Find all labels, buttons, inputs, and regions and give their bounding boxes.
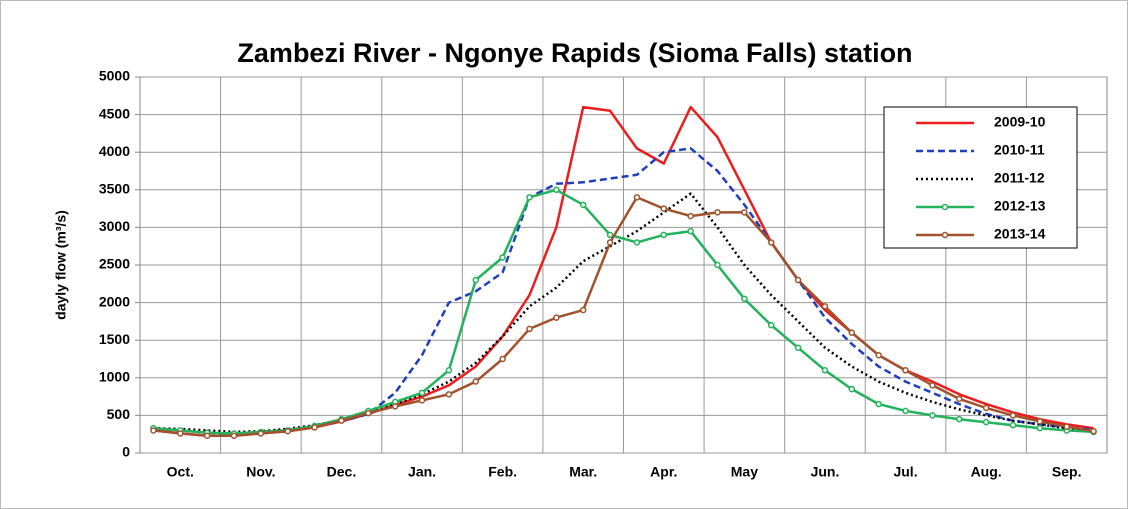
series-marker	[365, 409, 372, 417]
series-marker	[794, 276, 802, 284]
x-tick-label: Oct.	[167, 464, 194, 480]
series-marker	[472, 276, 480, 284]
series-marker	[660, 205, 668, 212]
y-tick-label: 3000	[99, 218, 130, 234]
series-marker	[472, 378, 480, 385]
series-marker	[767, 239, 775, 246]
series-marker	[660, 231, 668, 239]
series-marker	[391, 403, 399, 410]
legend-label: 2013-14	[994, 226, 1046, 242]
series-marker	[714, 209, 721, 216]
legend-marker	[941, 231, 949, 239]
series-marker	[445, 367, 453, 374]
series-marker	[767, 321, 775, 329]
series-marker	[956, 415, 963, 423]
series-marker	[875, 351, 882, 359]
x-tick-label: Dec.	[327, 464, 357, 480]
series-marker	[1009, 412, 1017, 419]
series-line	[153, 196, 1094, 437]
series-line	[153, 188, 1094, 435]
series-marker	[418, 397, 426, 404]
series-marker	[875, 400, 882, 408]
y-tick-label: 4000	[99, 143, 130, 159]
x-tick-label: Jan.	[408, 464, 436, 480]
legend-marker	[941, 203, 949, 211]
series-marker	[1090, 427, 1097, 435]
legend-label: 2009-10	[994, 114, 1046, 130]
series-marker	[741, 295, 748, 303]
legend-label: 2011-12	[994, 170, 1045, 186]
series-marker	[821, 303, 829, 310]
series-marker	[956, 395, 963, 403]
legend-label: 2010-11	[994, 142, 1045, 158]
x-tick-label: Feb.	[488, 464, 517, 480]
series-marker	[982, 404, 990, 412]
series-marker	[150, 427, 157, 434]
y-tick-label: 1500	[99, 331, 130, 347]
series-marker	[579, 306, 587, 314]
series-marker	[177, 430, 184, 437]
series-marker	[553, 186, 560, 194]
x-tick-label: Sep.	[1052, 464, 1082, 480]
series-marker	[848, 385, 856, 393]
x-tick-label: Jun.	[811, 464, 840, 480]
y-tick-label: 500	[107, 406, 131, 422]
y-tick-label: 0	[122, 444, 130, 460]
x-tick-label: Mar.	[569, 464, 597, 480]
series-marker	[687, 212, 694, 220]
series-marker	[982, 418, 990, 426]
series-marker	[929, 412, 936, 419]
x-tick-label: May	[731, 464, 758, 480]
series-marker	[633, 194, 641, 201]
series-marker	[579, 201, 587, 209]
series-marker	[526, 325, 533, 333]
series-marker	[499, 355, 506, 363]
series-marker	[1063, 423, 1070, 430]
series-marker	[606, 239, 614, 246]
series-marker	[418, 389, 426, 397]
series-marker	[284, 427, 291, 435]
series-marker	[526, 194, 533, 201]
y-axis-label: dayly flow (m³/s)	[53, 210, 69, 320]
legend-box	[883, 106, 1078, 249]
series-marker	[1036, 418, 1044, 425]
series-marker	[257, 430, 265, 437]
y-tick-label: 2500	[99, 256, 130, 272]
series-marker	[1009, 421, 1017, 429]
series-marker	[741, 209, 748, 216]
legend-label: 2012-13	[994, 198, 1046, 214]
y-tick-label: 3500	[99, 181, 130, 197]
y-tick-label: 2000	[99, 293, 130, 309]
series-marker	[445, 391, 453, 398]
series-marker	[902, 407, 909, 415]
series-marker	[929, 382, 936, 389]
series-marker	[902, 367, 909, 374]
series-marker	[230, 432, 238, 439]
y-tick-label: 5000	[99, 68, 130, 84]
series-marker	[794, 344, 802, 351]
series-marker	[633, 239, 641, 246]
series-marker	[203, 432, 211, 439]
series-marker	[848, 329, 856, 336]
series-marker	[311, 424, 318, 431]
y-tick-label: 1000	[99, 369, 130, 385]
series-marker	[606, 231, 614, 239]
series-marker	[338, 417, 345, 424]
x-tick-label: Jul.	[893, 464, 917, 480]
x-tick-label: Aug.	[971, 464, 1002, 480]
chart-title: Zambezi River - Ngonye Rapids (Sioma Fal…	[237, 38, 912, 68]
series-marker	[553, 314, 560, 321]
series-marker	[1036, 424, 1044, 432]
series-marker	[714, 261, 721, 269]
series-marker	[499, 254, 506, 261]
y-tick-label: 4500	[99, 105, 130, 121]
series-marker	[687, 227, 694, 235]
x-tick-label: Apr.	[650, 464, 677, 480]
series-marker	[821, 367, 829, 374]
x-tick-label: Nov.	[246, 464, 275, 480]
